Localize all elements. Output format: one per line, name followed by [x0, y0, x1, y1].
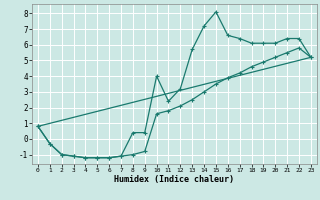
X-axis label: Humidex (Indice chaleur): Humidex (Indice chaleur)	[115, 175, 234, 184]
